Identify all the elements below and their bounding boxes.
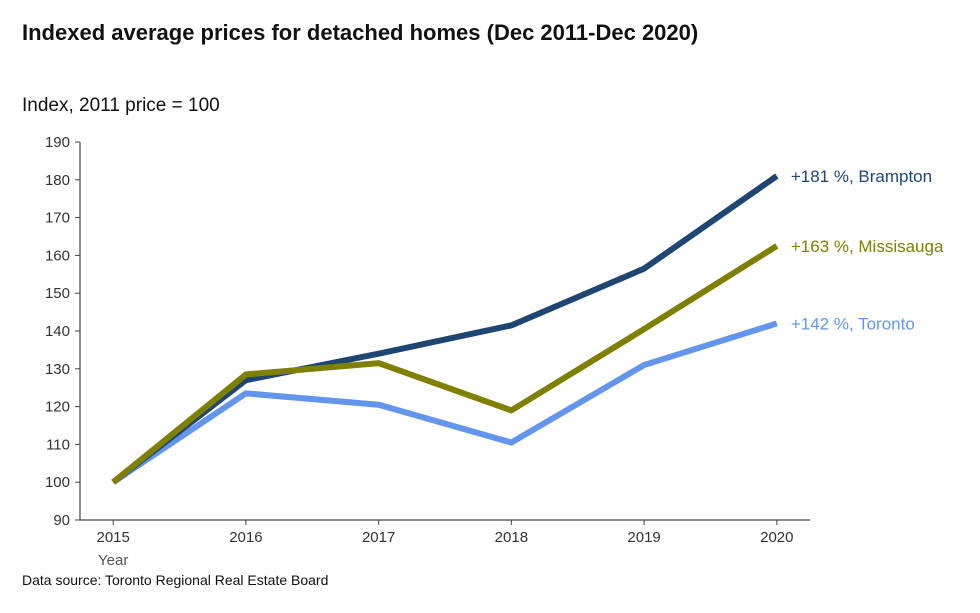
x-tick-label: 2019 — [627, 529, 660, 546]
y-tick-label: 160 — [45, 247, 70, 264]
series-line-missisauga — [111, 243, 779, 485]
y-tick-label: 180 — [45, 172, 70, 189]
x-tick-label: 2016 — [229, 529, 262, 546]
x-tick-label: 2020 — [760, 529, 793, 546]
x-tick-label: 2015 — [96, 529, 129, 546]
y-tick-label: 130 — [45, 361, 70, 378]
series-end-label-brampton: +181 %, Brampton — [791, 167, 932, 186]
y-tick-label: 120 — [45, 399, 70, 416]
y-tick-label: 90 — [53, 512, 70, 529]
y-tick-label: 100 — [45, 474, 70, 491]
y-tick-label: 110 — [46, 436, 70, 453]
x-tick-label: 2017 — [362, 529, 395, 546]
y-tick-label: 150 — [45, 285, 70, 302]
series-line-toronto — [111, 320, 778, 485]
chart-title: Indexed average prices for detached home… — [22, 20, 699, 45]
chart-subtitle: Index, 2011 price = 100 — [22, 95, 220, 116]
series-end-label-missisauga: +163 %, Missisauga — [791, 237, 944, 256]
y-tick-label: 190 — [45, 134, 70, 151]
series-end-label-toronto: +142 %, Toronto — [791, 314, 915, 333]
series-line-brampton — [111, 173, 779, 485]
x-tick-label: 2018 — [495, 529, 528, 546]
data-source-note: Data source: Toronto Regional Real Estat… — [22, 572, 329, 588]
y-tick-label: 140 — [45, 323, 70, 340]
x-axis-label: Year — [98, 552, 128, 569]
y-tick-label: 170 — [45, 210, 70, 227]
